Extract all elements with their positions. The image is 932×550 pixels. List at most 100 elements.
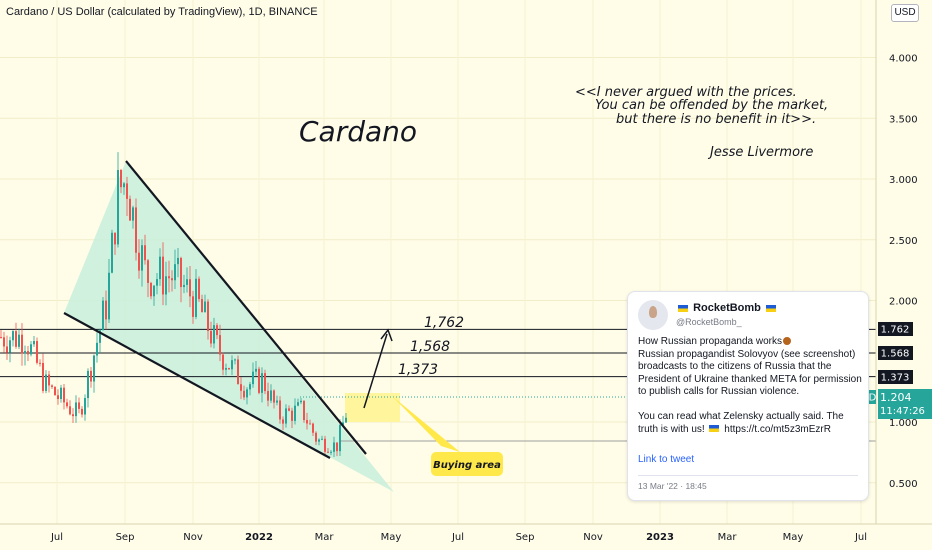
price-tick-label: 3.500 [889, 114, 918, 125]
level-label-1568: 1,568 [410, 339, 450, 355]
candle-body [45, 374, 47, 391]
candle-body [0, 336, 2, 338]
candle-body [90, 370, 92, 382]
candle-body [300, 400, 302, 403]
candle-body [309, 423, 311, 425]
ukraine-flag-icon [765, 304, 776, 312]
candle-body [345, 417, 347, 423]
tweet-short-link[interactable]: https://t.co/mt5z3mEzrR [724, 423, 831, 435]
candle-body [69, 406, 71, 415]
candle-body [57, 395, 59, 400]
candle-body [204, 301, 206, 313]
buying-area-callout: Buying area [392, 396, 503, 476]
candle-body [261, 373, 263, 393]
candle-body [246, 389, 248, 398]
candle-body [54, 386, 56, 396]
time-tick-label: Nov [183, 532, 203, 543]
time-tick-label: Sep [116, 532, 135, 543]
candle-body [234, 359, 236, 361]
tweet-card[interactable]: RocketBomb @RocketBomb_ How Russian prop… [627, 291, 869, 501]
candle-body [87, 370, 89, 399]
quote-block: <<I never argued with the prices. You ca… [575, 85, 828, 160]
tweet-handle[interactable]: @RocketBomb_ [676, 317, 742, 327]
candle-body [111, 232, 113, 273]
tweet-line: truth is with us! [638, 423, 705, 435]
candle-body [174, 264, 176, 281]
candle-body [24, 351, 26, 354]
candle-body [96, 342, 98, 356]
badge-1373: 1.373 [881, 373, 910, 384]
ukraine-flag-icon [678, 304, 688, 312]
candle-body [99, 330, 101, 343]
time-tick-label: Jul [451, 532, 464, 543]
candle-body [123, 183, 125, 188]
candle-body [315, 432, 317, 442]
level-label-1373: 1,373 [398, 362, 438, 378]
candle-body [240, 384, 242, 391]
time-tick-label: Jul [854, 532, 867, 543]
symbol-header: Cardano / US Dollar (calculated by Tradi… [6, 6, 318, 18]
candle-body [93, 355, 95, 382]
axis-level-badges: 1.762 1.568 1.373 [878, 322, 913, 384]
link-to-tweet[interactable]: Link to tweet [638, 454, 695, 465]
tweet-line: You can read what Zelensky actually said… [638, 410, 844, 422]
candle-body [162, 256, 164, 295]
candle-body [150, 282, 152, 297]
candle-body [33, 341, 35, 345]
candle-body [306, 420, 308, 424]
candle-body [297, 402, 299, 406]
candle-body [327, 451, 329, 453]
candle-body [18, 334, 20, 347]
buying-area-badge [431, 452, 503, 476]
candle-body [288, 408, 290, 411]
time-tick-label: 2023 [646, 532, 674, 543]
candle-body [9, 340, 11, 353]
level-label-1762: 1,762 [424, 315, 464, 331]
time-tick-label: May [783, 532, 804, 543]
candle-body [114, 232, 116, 245]
candle-body [312, 423, 314, 433]
lower-trendline [63, 312, 331, 459]
price-tick-label: 1.000 [889, 418, 918, 429]
time-axis: Jul Sep Nov 2022 Mar May Jul Sep Nov 2023 Mar May Ju… [0, 523, 932, 543]
time-tick-label: Mar [315, 532, 335, 543]
buying-area-box [345, 393, 400, 422]
candle-body [237, 359, 239, 385]
candle-body [324, 438, 326, 452]
time-tick-label: Nov [583, 532, 603, 543]
candle-body [66, 402, 68, 407]
ukraine-flag-icon [709, 425, 720, 433]
candle-body [222, 354, 224, 370]
candle-body [105, 300, 107, 320]
avatar[interactable] [638, 300, 668, 330]
candle-body [144, 245, 146, 261]
candle-body [216, 325, 218, 336]
tweet-author[interactable]: RocketBomb [676, 302, 778, 314]
candle-body [333, 442, 335, 452]
upper-trendline [125, 160, 367, 455]
time-tick-label: May [381, 532, 402, 543]
candle-body [276, 400, 278, 403]
candle-body [213, 325, 215, 344]
badge-1762: 1.762 [881, 325, 910, 336]
candle-body [72, 414, 74, 417]
candle-body [243, 390, 245, 398]
candle-body [132, 207, 134, 221]
candle-body [36, 341, 38, 363]
candle-body [30, 344, 32, 355]
chart-title: Cardano [299, 115, 417, 148]
candle-body [258, 368, 260, 393]
candle-body [60, 387, 62, 400]
tweet-date: 13 Mar '22 · 18:45 [638, 481, 707, 491]
tweet-body: How Russian propaganda works Russian pro… [638, 336, 864, 436]
candle-body [39, 362, 41, 364]
candle-body [21, 334, 23, 354]
tweet-line: Russian propagandist Solovyov (see scree… [638, 348, 856, 360]
currency-button[interactable]: USD [891, 4, 919, 22]
price-axis[interactable]: 4.000 3.500 3.000 2.500 2.000 1.000 0.500 [875, 0, 918, 524]
candle-body [294, 405, 296, 421]
candle-body [282, 419, 284, 424]
candle-body [84, 398, 86, 415]
candle-body [75, 402, 77, 417]
candle-body [141, 245, 143, 271]
